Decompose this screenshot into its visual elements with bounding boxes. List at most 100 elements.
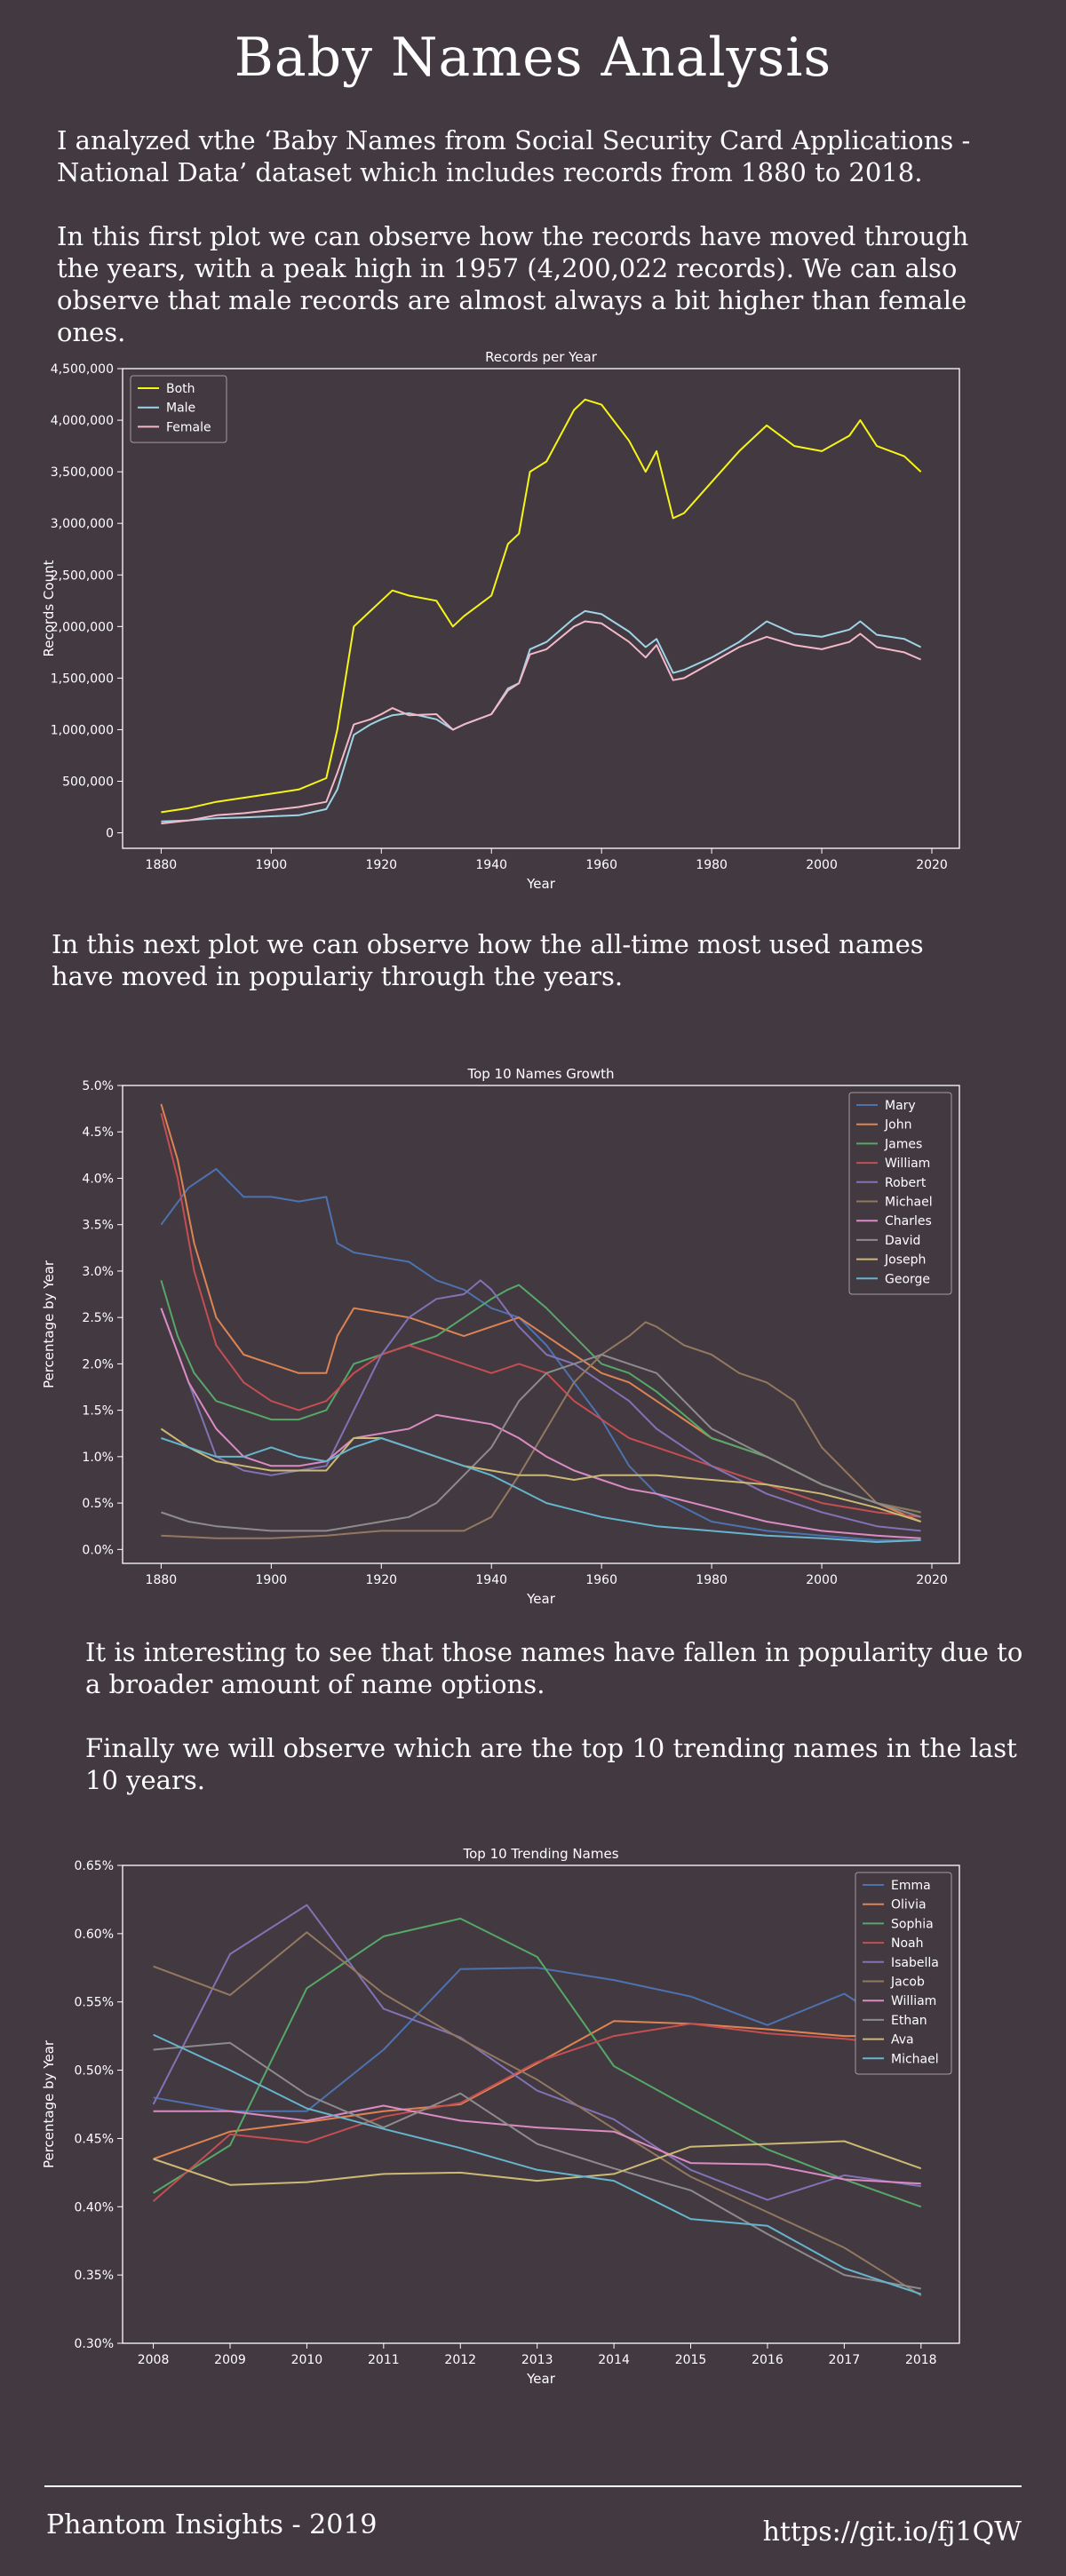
y-tick-label: 0.60% xyxy=(75,1928,114,1942)
series-line-emma xyxy=(153,1967,922,2112)
legend-label-isabella: Isabella xyxy=(891,1956,939,1970)
y-axis-label: Records Count xyxy=(41,560,57,656)
plot-frame xyxy=(122,1085,960,1564)
series-line-ava xyxy=(153,2140,922,2186)
legend-label-sophia: Sophia xyxy=(891,1917,934,1931)
paragraph-5: Finally we will observe which are the to… xyxy=(85,1733,1017,1795)
legend-label-olivia: Olivia xyxy=(891,1898,927,1912)
legend-label-michael: Michael xyxy=(891,2052,939,2066)
x-axis-label: Year xyxy=(526,876,556,892)
x-tick-label: 2012 xyxy=(444,2353,476,2367)
y-tick-label: 2,000,000 xyxy=(51,620,114,634)
x-tick-label: 2014 xyxy=(598,2353,630,2367)
legend-label-both: Both xyxy=(166,382,195,396)
top-10-trending-names-chart: Top 10 Trending Names 2008 2009 2010 2011 201… xyxy=(0,1837,1066,2405)
y-tick-label: 3.0% xyxy=(82,1265,114,1279)
series-line-john xyxy=(160,1103,921,1523)
page-title: Baby Names Analysis xyxy=(234,27,832,89)
legend-label-ava: Ava xyxy=(891,2033,914,2047)
series-line-michael xyxy=(153,2033,922,2295)
top-10-trending-names-svg: Top 10 Trending Names 2008 2009 2010 2011 201… xyxy=(41,1846,960,2387)
y-tick-label: 0.55% xyxy=(75,1996,114,2010)
legend-label-john: John xyxy=(884,1118,911,1133)
x-tick-label: 2020 xyxy=(916,1573,948,1587)
legend-label-george: George xyxy=(885,1272,930,1286)
y-axis-label: Percentage by Year xyxy=(41,1260,57,1388)
x-tick-label: 1900 xyxy=(256,1573,288,1587)
x-tick-label: 2010 xyxy=(291,2353,323,2367)
y-tick-label: 0.50% xyxy=(75,2064,114,2079)
y-tick-label: 4.0% xyxy=(82,1172,114,1186)
footer-link[interactable]: https://git.io/fj1QW xyxy=(762,2516,1022,2548)
y-tick-label: 2.5% xyxy=(82,1311,114,1325)
x-tick-label: 2000 xyxy=(806,858,838,872)
plot-frame xyxy=(122,368,960,849)
series-line-both xyxy=(161,398,922,814)
y-tick-label: 4,500,000 xyxy=(51,362,114,377)
chart-title: Top 10 Trending Names xyxy=(462,1846,618,1862)
series-line-james xyxy=(160,1280,921,1514)
y-tick-label: 500,000 xyxy=(62,775,114,790)
x-axis-label: Year xyxy=(526,2371,556,2387)
y-tick-label: 3,500,000 xyxy=(51,465,114,480)
y-tick-label: 0.45% xyxy=(75,2132,114,2146)
series-line-noah xyxy=(152,2023,921,2202)
x-tick-label: 2017 xyxy=(829,2353,861,2367)
y-tick-label: 1.0% xyxy=(82,1451,114,1465)
legend-label-james: James xyxy=(884,1137,922,1151)
records-per-year-chart: Records per Year 1880 1900 1920 1940 1960 1980… xyxy=(0,342,1066,910)
series-line-joseph xyxy=(160,1427,921,1523)
x-tick-label: 2020 xyxy=(916,858,948,872)
legend-box xyxy=(130,375,227,443)
y-axis-label: Percentage by Year xyxy=(41,2039,57,2168)
y-tick-label: 0.0% xyxy=(82,1543,114,1557)
x-tick-label: 2000 xyxy=(806,1573,838,1587)
x-tick-label: 2018 xyxy=(905,2353,937,2367)
x-tick-label: 1880 xyxy=(146,1573,178,1587)
records-per-year-svg: Records per Year 1880 1900 1920 1940 1960 1980… xyxy=(41,349,960,892)
paragraph-4: It is interesting to see that those name… xyxy=(85,1637,1023,1699)
chart-title: Records per Year xyxy=(485,349,598,365)
legend-label-ethan: Ethan xyxy=(891,2014,927,2028)
y-tick-label: 0.30% xyxy=(75,2337,114,2351)
y-tick-label: 3.5% xyxy=(82,1219,114,1233)
legend-label-william: William xyxy=(891,1994,936,2008)
legend-label-william: William xyxy=(885,1157,930,1171)
series-line-george xyxy=(161,1437,921,1543)
legend-label-female: Female xyxy=(166,420,211,434)
y-tick-label: 0.40% xyxy=(75,2200,114,2214)
series-line-charles xyxy=(160,1308,921,1539)
legend-label-joseph: Joseph xyxy=(884,1253,926,1268)
chart-title: Top 10 Names Growth xyxy=(466,1066,614,1082)
x-tick-label: 1880 xyxy=(146,858,178,872)
chart-legend: Both Male Female xyxy=(130,375,227,443)
x-tick-label: 1980 xyxy=(696,1573,728,1587)
y-tick-label: 5.0% xyxy=(82,1079,114,1093)
legend-label-noah: Noah xyxy=(891,1936,924,1951)
x-tick-label: 2011 xyxy=(368,2353,400,2367)
series-line-mary xyxy=(160,1168,921,1541)
y-tick-label: 0.5% xyxy=(82,1497,114,1511)
footer-divider xyxy=(44,2485,1022,2487)
chart-legend: Mary John James William Robert Michael Charles… xyxy=(848,1092,952,1295)
x-tick-label: 2013 xyxy=(521,2353,553,2367)
y-tick-label: 1,000,000 xyxy=(51,723,114,737)
x-tick-label: 1940 xyxy=(475,1573,507,1587)
series-line-male xyxy=(161,609,922,823)
legend-label-michael: Michael xyxy=(885,1196,933,1210)
x-tick-label: 2008 xyxy=(138,2353,170,2367)
x-axis-label: Year xyxy=(526,1591,556,1607)
plot-frame xyxy=(122,1864,960,2344)
series-line-isabella xyxy=(152,1904,921,2201)
y-tick-label: 1.5% xyxy=(82,1404,114,1419)
series-line-william xyxy=(153,2104,921,2185)
legend-label-charles: Charles xyxy=(885,1214,932,1228)
y-tick-label: 3,000,000 xyxy=(51,517,114,531)
x-tick-label: 1900 xyxy=(256,858,288,872)
series-line-william xyxy=(160,1113,921,1518)
x-tick-label: 2016 xyxy=(752,2353,784,2367)
series-line-sophia xyxy=(153,1917,922,2208)
top-10-names-growth-chart: Top 10 Names Growth 1880 1900 1920 1940 1960 1… xyxy=(0,1057,1066,1626)
legend-label-mary: Mary xyxy=(885,1099,916,1113)
legend-label-jacob: Jacob xyxy=(890,1976,925,1990)
